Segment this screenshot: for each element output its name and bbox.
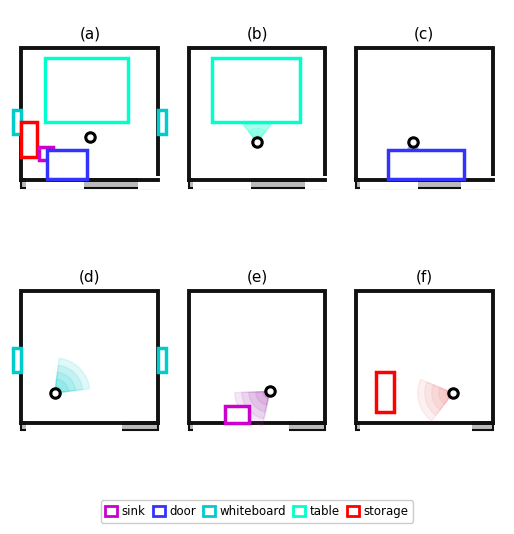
Legend: sink, door, whiteboard, table, storage: sink, door, whiteboard, table, storage: [101, 500, 413, 523]
Bar: [356, 179, 492, 187]
Bar: [189, 291, 325, 423]
Bar: [193, 419, 289, 432]
Bar: [189, 179, 325, 187]
Bar: [356, 422, 492, 430]
Bar: [225, 406, 249, 423]
Polygon shape: [55, 386, 62, 393]
Polygon shape: [249, 391, 270, 412]
Polygon shape: [248, 128, 266, 142]
Polygon shape: [256, 391, 270, 405]
Title: (d): (d): [79, 270, 101, 285]
Bar: [13, 111, 22, 135]
Bar: [22, 122, 38, 156]
Bar: [212, 58, 300, 122]
Polygon shape: [235, 391, 270, 426]
Title: (a): (a): [79, 27, 100, 42]
Title: (b): (b): [246, 27, 268, 42]
Polygon shape: [400, 142, 426, 163]
Polygon shape: [446, 390, 453, 398]
Polygon shape: [55, 365, 83, 393]
Bar: [356, 291, 492, 423]
Polygon shape: [55, 358, 89, 393]
Bar: [356, 49, 492, 180]
Polygon shape: [392, 142, 434, 177]
Polygon shape: [55, 372, 76, 393]
Bar: [22, 291, 158, 423]
Bar: [189, 49, 325, 180]
Bar: [26, 419, 122, 432]
Bar: [13, 349, 22, 372]
Bar: [138, 176, 164, 189]
Polygon shape: [439, 388, 453, 404]
Polygon shape: [418, 379, 453, 421]
Bar: [45, 58, 128, 122]
Bar: [305, 176, 332, 189]
Bar: [47, 150, 87, 179]
Title: (f): (f): [416, 270, 433, 285]
Polygon shape: [244, 121, 270, 142]
Bar: [158, 349, 166, 372]
Bar: [360, 419, 472, 432]
Polygon shape: [396, 142, 430, 170]
Polygon shape: [263, 391, 270, 398]
Bar: [388, 150, 464, 179]
Bar: [193, 176, 251, 189]
Polygon shape: [242, 391, 270, 419]
Polygon shape: [405, 142, 421, 156]
Polygon shape: [253, 135, 261, 142]
Bar: [22, 422, 158, 430]
Bar: [22, 179, 158, 187]
Bar: [26, 176, 83, 189]
Polygon shape: [55, 379, 69, 393]
Bar: [189, 422, 325, 430]
Bar: [360, 176, 418, 189]
Bar: [376, 372, 394, 412]
Title: (c): (c): [414, 27, 434, 42]
Polygon shape: [425, 382, 453, 415]
Polygon shape: [240, 114, 274, 142]
Polygon shape: [235, 107, 279, 142]
Title: (e): (e): [246, 270, 268, 285]
Bar: [22, 49, 158, 180]
Polygon shape: [409, 142, 417, 150]
Bar: [461, 176, 499, 189]
Bar: [158, 111, 166, 135]
Polygon shape: [432, 385, 453, 410]
Bar: [39, 147, 53, 160]
